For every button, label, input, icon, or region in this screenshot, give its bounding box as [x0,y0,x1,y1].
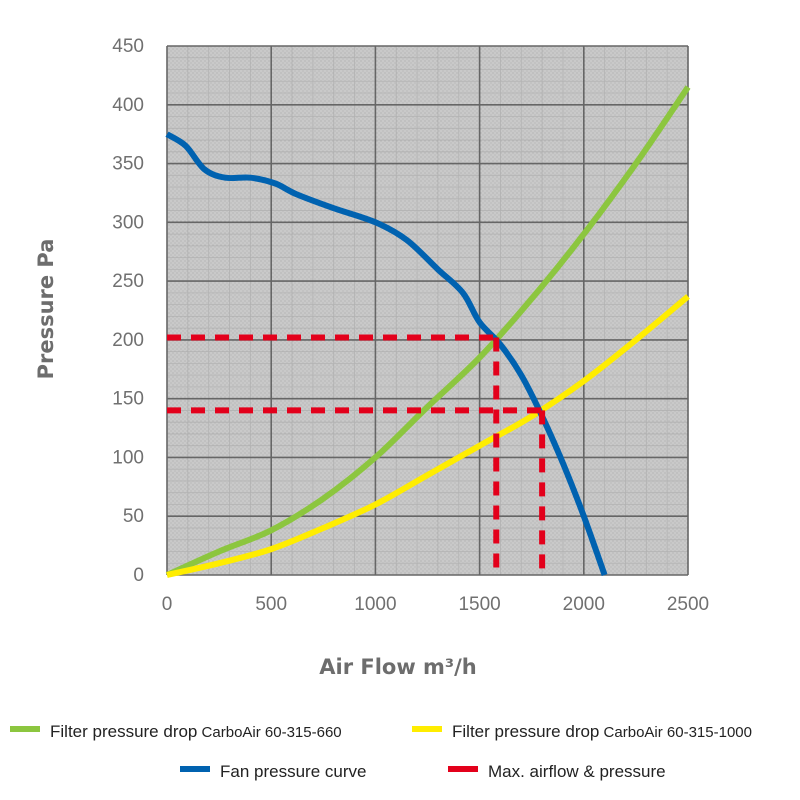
y-axis-title: Pressure Pa [34,239,58,380]
y-tick-label: 350 [112,154,144,175]
legend-label: Filter pressure drop CarboAir 60-315-100… [452,722,752,741]
y-tick-label: 50 [123,506,144,527]
legend-model-name: CarboAir 60-315-1000 [599,724,752,741]
legend-series-name: Filter pressure drop [452,722,599,741]
legend: Filter pressure drop CarboAir 60-315-660… [10,722,752,781]
y-tick-label: 200 [112,330,144,351]
x-tick-label: 1000 [354,594,396,615]
x-tick-label: 0 [162,594,173,615]
legend-model-name: CarboAir 60-315-660 [197,724,341,741]
y-tick-label: 100 [112,447,144,468]
legend-series-name: Fan pressure curve [220,762,366,781]
legend-swatch [10,726,40,732]
plot-area [167,46,688,575]
legend-item-fan-curve: Fan pressure curve [180,762,366,781]
legend-series-name: Filter pressure drop [50,722,197,741]
x-tick-label: 2500 [667,594,709,615]
series-green-filter-660-line [165,85,691,578]
legend-swatch [180,766,210,772]
y-tick-label: 300 [112,212,144,233]
y-tick-label: 150 [112,389,144,410]
x-axis-title: Air Flow m³/h [319,655,477,679]
legend-label: Filter pressure drop CarboAir 60-315-660 [50,722,342,741]
x-tick-label: 2000 [563,594,605,615]
legend-item-max-airflow-pressure: Max. airflow & pressure [448,762,666,781]
legend-series-name: Max. airflow & pressure [488,762,666,781]
y-tick-label: 400 [112,95,144,116]
legend-item-yellow-filter-1000: Filter pressure drop CarboAir 60-315-100… [412,722,752,741]
legend-label: Fan pressure curve [220,762,366,781]
x-tick-label: 500 [255,594,287,615]
y-tick-label: 0 [133,565,144,586]
legend-item-green-filter-660: Filter pressure drop CarboAir 60-315-660 [10,722,342,741]
legend-swatch [448,766,478,772]
y-tick-label: 250 [112,271,144,292]
legend-label: Max. airflow & pressure [488,762,666,781]
y-tick-label: 450 [112,36,144,57]
legend-swatch [412,726,442,732]
x-tick-label: 1500 [458,594,500,615]
series-yellow-filter-1000-line [166,294,690,578]
